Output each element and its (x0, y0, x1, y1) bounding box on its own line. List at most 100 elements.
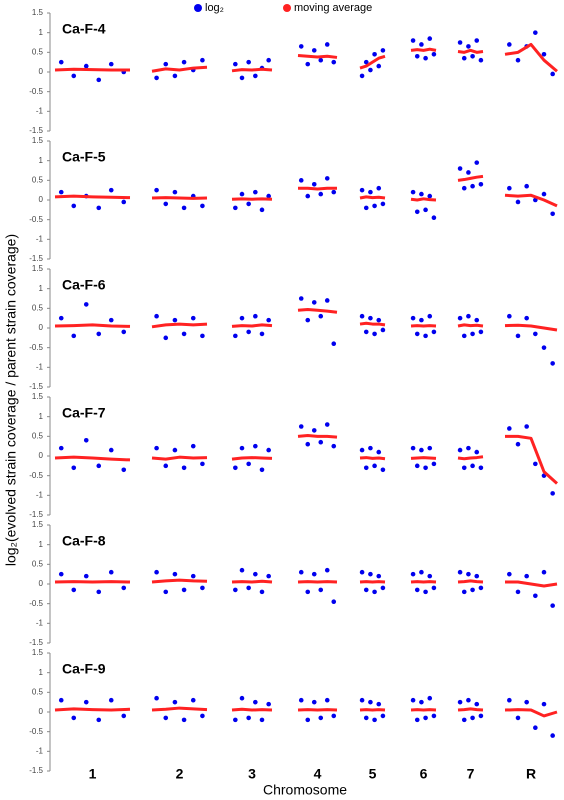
log2-point (233, 465, 238, 471)
moving-average-line (54, 67, 130, 72)
log2-point (318, 439, 324, 445)
log2-point (266, 57, 271, 63)
log2-point (172, 447, 178, 453)
log2-point (410, 38, 416, 43)
log2-point (474, 160, 480, 165)
log2-point (359, 73, 365, 79)
log2-point (507, 42, 512, 47)
log2-point (533, 30, 538, 35)
log2-point (108, 187, 114, 193)
log2-point (239, 191, 245, 197)
log2-point (368, 67, 373, 73)
log2-point (331, 599, 337, 604)
log2-point (507, 697, 512, 703)
y-tick-label: 1 (39, 28, 44, 37)
log2-point (200, 203, 205, 209)
moving-average-line (457, 455, 484, 461)
log2-point (233, 587, 238, 593)
log2-point (311, 699, 317, 705)
y-tick-label: 0 (39, 195, 44, 204)
log2-point (246, 715, 251, 721)
log2-point (266, 573, 271, 579)
log2-point (550, 71, 555, 77)
log2-point (318, 313, 324, 319)
log2-point (372, 463, 377, 469)
log2-point (363, 205, 369, 211)
log2-point (163, 589, 169, 595)
y-tick-label: -1 (36, 618, 44, 627)
log2-point (457, 699, 463, 705)
log2-point (259, 207, 265, 213)
log2-point (190, 443, 196, 449)
log2-point (414, 331, 420, 337)
log2-point (466, 571, 471, 577)
log2-point (461, 717, 467, 723)
log2-point (305, 717, 311, 723)
log2-point (524, 424, 529, 429)
moving-average-line (359, 195, 386, 200)
log2-point (363, 715, 369, 721)
log2-point (96, 331, 102, 337)
x-tick-label: 2 (176, 766, 184, 782)
x-tick-label: 4 (314, 766, 322, 782)
log2-point (108, 61, 114, 67)
log2-point (419, 191, 424, 197)
y-tick-label: 1.5 (32, 8, 44, 17)
log2-point (108, 317, 114, 323)
log2-point (324, 42, 330, 47)
log2-point (431, 461, 437, 467)
log2-point (71, 333, 77, 339)
log2-point (96, 77, 102, 83)
y-tick-label: 1.5 (32, 520, 44, 529)
moving-average-line (410, 47, 437, 52)
moving-average-line (151, 455, 208, 461)
log2-point (298, 178, 304, 183)
log2-point (541, 569, 547, 575)
log2-point (58, 59, 64, 65)
log2-point (246, 201, 251, 207)
log2-point (372, 52, 377, 57)
log2-point (246, 585, 251, 591)
log2-point (246, 329, 251, 335)
moving-average-line (231, 67, 273, 73)
moving-average-line (151, 322, 208, 329)
log2-point (58, 189, 64, 195)
y-tick-label: -0.5 (29, 343, 43, 352)
log2-point (461, 185, 467, 191)
log2-point (461, 465, 467, 471)
moving-average-line (410, 197, 437, 202)
log2-point (423, 55, 428, 61)
log2-point (427, 193, 433, 199)
log2-point (507, 571, 512, 577)
log2-point (541, 191, 547, 197)
log2-point (466, 313, 471, 319)
log2-point (507, 185, 512, 191)
log2-point (83, 437, 89, 443)
x-tick-label: 5 (369, 766, 377, 782)
y-tick-label: -1.5 (29, 510, 43, 519)
log2-point (470, 715, 475, 721)
log2-point (253, 73, 258, 79)
log2-point (419, 317, 424, 323)
y-tick-label: 1 (39, 540, 44, 549)
log2-point (550, 361, 555, 366)
y-tick-label: 1.5 (32, 136, 44, 145)
log2-point (200, 713, 205, 719)
log2-point (376, 185, 382, 191)
log2-point (253, 699, 258, 705)
y-tick-label: -1.5 (29, 638, 43, 647)
log2-point (71, 465, 77, 471)
log2-point (121, 199, 127, 205)
y-tick-label: 0.5 (32, 303, 44, 312)
y-tick-label: -1.5 (29, 382, 43, 391)
log2-point (96, 463, 102, 469)
panel-title: Ca-F-8 (62, 533, 106, 549)
log2-point (154, 695, 159, 701)
log2-point (427, 36, 433, 41)
log2-point (331, 713, 337, 719)
y-tick-label: 0 (39, 451, 44, 460)
log2-point (423, 589, 428, 595)
log2-point (550, 211, 555, 217)
log2-point (507, 313, 512, 319)
